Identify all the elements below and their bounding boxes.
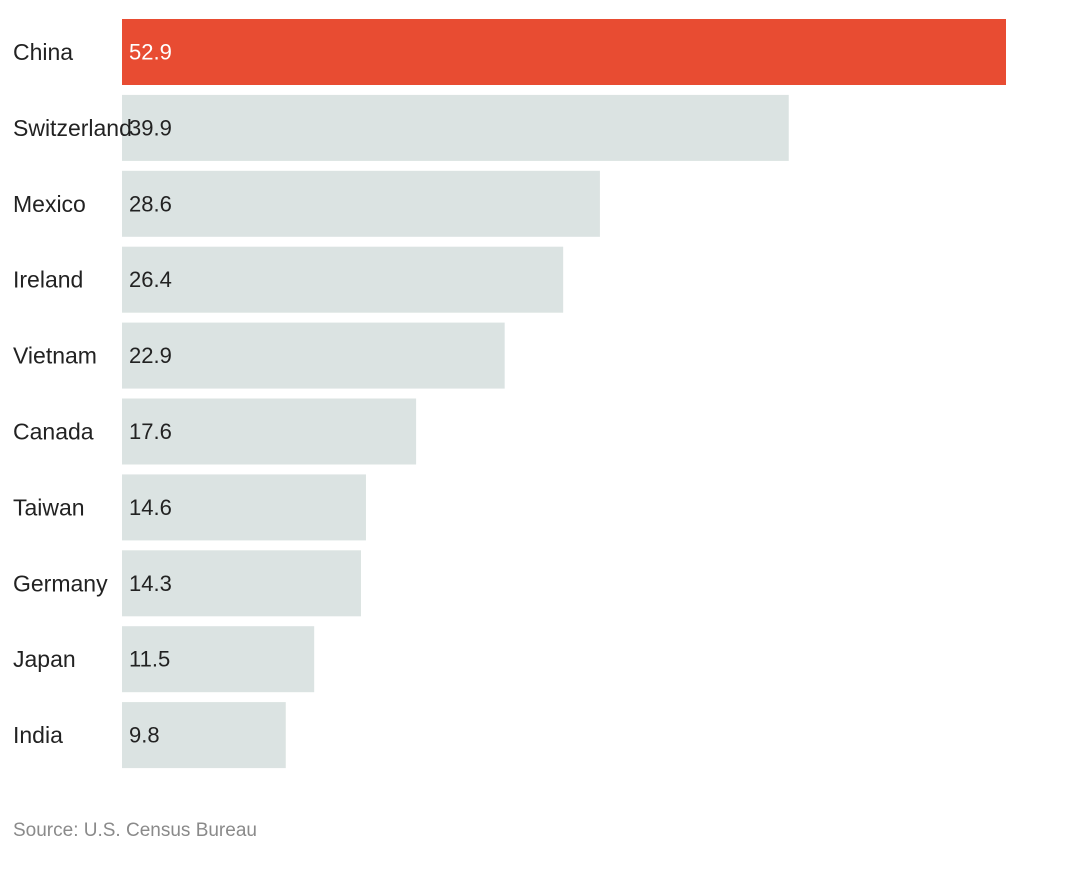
bars-layer bbox=[122, 19, 1006, 769]
category-label: Germany bbox=[13, 570, 108, 596]
value-label: 28.6 bbox=[129, 191, 172, 216]
category-label: Japan bbox=[13, 646, 76, 672]
bar-germany bbox=[122, 550, 361, 617]
bar-india bbox=[122, 702, 286, 769]
category-label: Canada bbox=[13, 419, 94, 445]
category-label: Vietnam bbox=[13, 343, 97, 369]
value-label: 52.9 bbox=[129, 40, 172, 65]
value-label: 26.4 bbox=[129, 267, 172, 292]
category-label: Mexico bbox=[13, 191, 86, 217]
value-label: 14.6 bbox=[129, 495, 172, 520]
value-label: 14.3 bbox=[129, 571, 172, 596]
bar-japan bbox=[122, 626, 315, 693]
bar-ireland bbox=[122, 246, 564, 313]
bar-vietnam bbox=[122, 322, 505, 389]
category-label: India bbox=[13, 722, 63, 748]
category-label: Taiwan bbox=[13, 494, 85, 520]
bar-china bbox=[122, 19, 1006, 85]
value-label: 11.5 bbox=[129, 647, 170, 672]
bar-chart: China Switzerland Mexico Ireland Vietnam Cana… bbox=[13, 19, 1006, 769]
category-label: Ireland bbox=[13, 267, 83, 293]
bar-switzerland bbox=[122, 94, 789, 161]
category-labels-layer: China Switzerland Mexico Ireland Vietnam Cana… bbox=[13, 39, 132, 748]
source-note: Source: U.S. Census Bureau bbox=[13, 820, 257, 841]
bar-mexico bbox=[122, 170, 600, 237]
value-label: 17.6 bbox=[129, 419, 172, 444]
bar-taiwan bbox=[122, 474, 366, 541]
category-label: Switzerland bbox=[13, 115, 132, 141]
category-label: China bbox=[13, 39, 73, 65]
value-labels-layer: 52.9 39.9 28.6 26.4 22.9 17.6 14.6 14.3 11.5 9.8 bbox=[129, 40, 172, 748]
bar-canada bbox=[122, 398, 417, 465]
value-label: 39.9 bbox=[129, 115, 172, 140]
value-label: 22.9 bbox=[129, 343, 172, 368]
value-label: 9.8 bbox=[129, 723, 160, 748]
